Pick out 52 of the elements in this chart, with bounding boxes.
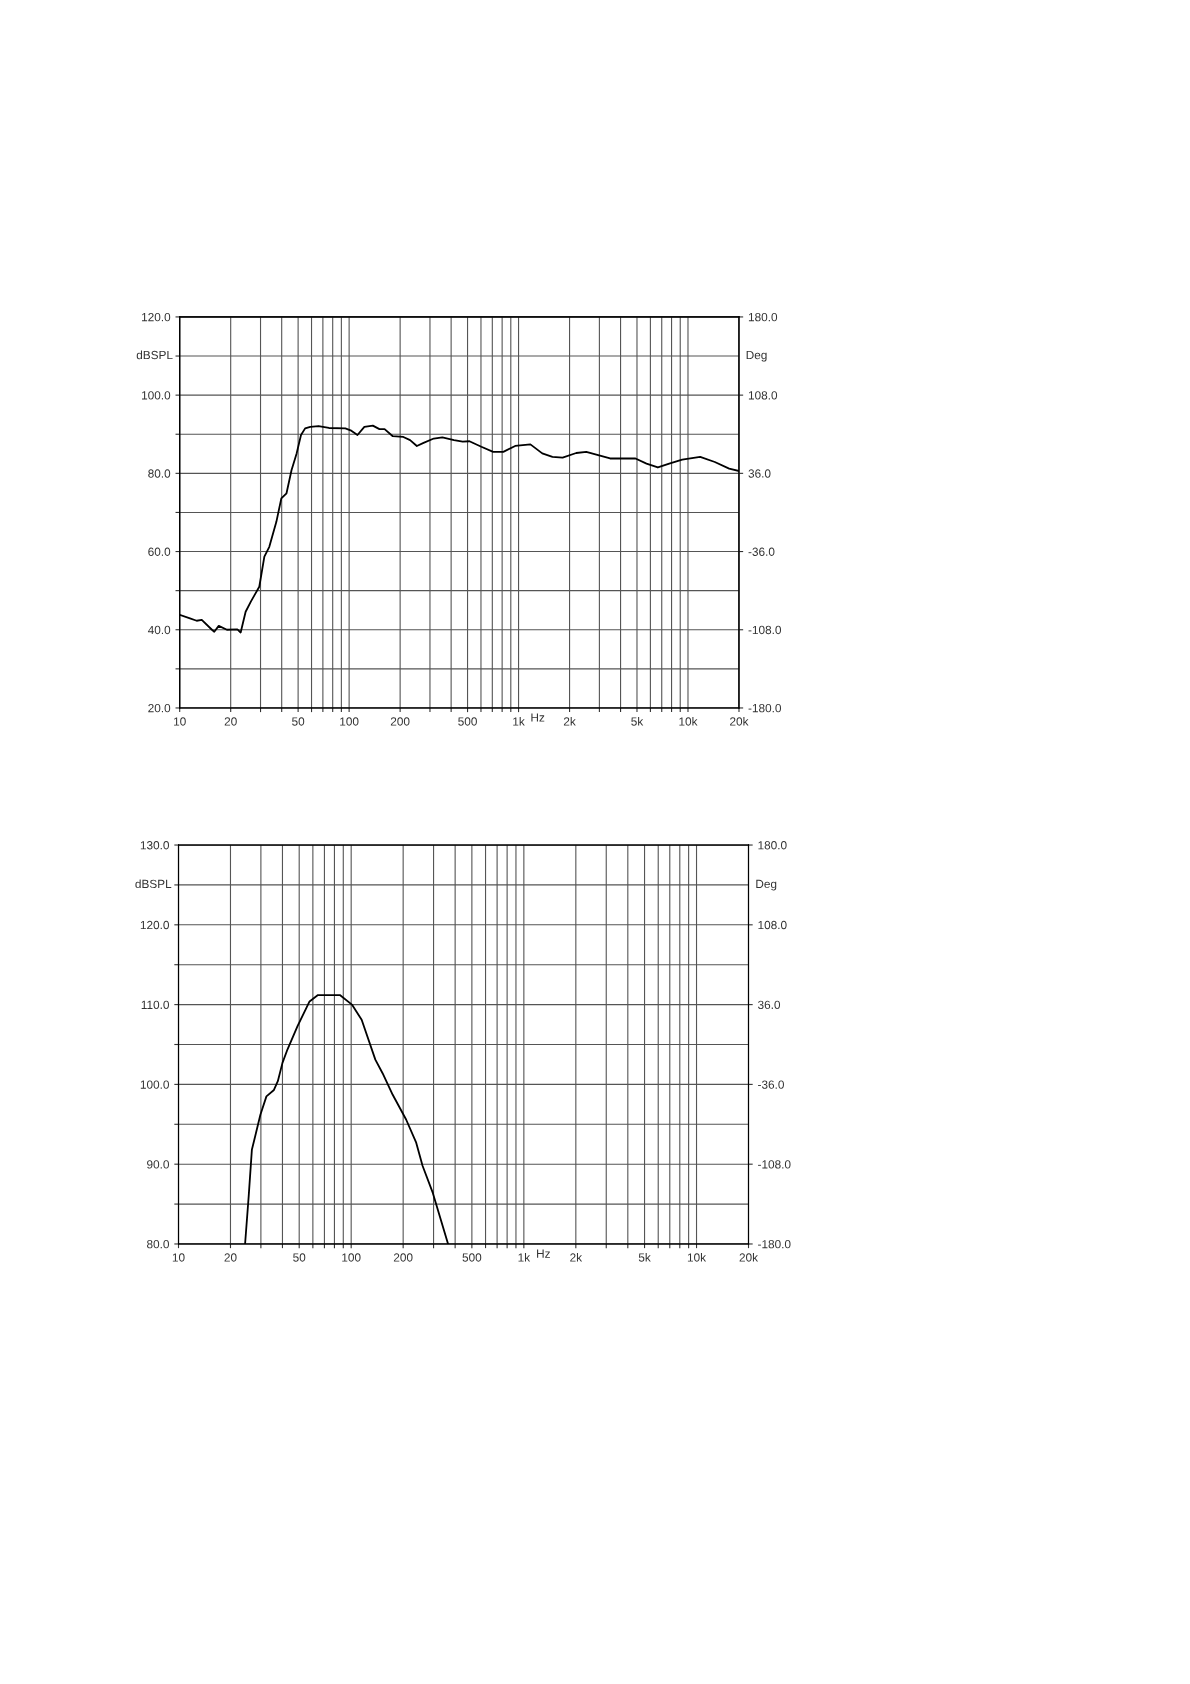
y-tick-label: 80.0 bbox=[148, 469, 171, 478]
x-tick-label: 5k bbox=[631, 716, 644, 726]
y2-axis-title: Deg bbox=[756, 879, 777, 891]
x-tick-label: 1k bbox=[518, 1253, 531, 1262]
x-tick-label: 10k bbox=[679, 716, 698, 726]
y-axis-title: dBSPL bbox=[135, 879, 172, 889]
x-tick-label: 1k bbox=[513, 716, 525, 726]
y-tick-label: 60.0 bbox=[148, 547, 171, 556]
x-tick-label: 10 bbox=[172, 1253, 185, 1262]
y2-tick-label: -108.0 bbox=[748, 625, 782, 635]
y-tick-label: 80.0 bbox=[147, 1240, 170, 1249]
y-tick-label: 100.0 bbox=[142, 391, 171, 400]
y-tick-label: 120.0 bbox=[142, 312, 171, 322]
y2-tick-label: 108.0 bbox=[748, 391, 778, 400]
x-tick-label: 20 bbox=[224, 1253, 237, 1262]
x-tick-label: 200 bbox=[393, 1253, 413, 1262]
x-tick-label: 200 bbox=[390, 717, 410, 726]
x-tick-label: 50 bbox=[293, 1253, 306, 1262]
y-axis-title: dBSPL bbox=[136, 350, 173, 360]
x-tick-label: 2k bbox=[570, 1253, 583, 1262]
y2-tick-label: -36.0 bbox=[758, 1080, 784, 1089]
y-tick-label: 120.0 bbox=[140, 920, 170, 930]
x-tick-label: 20k bbox=[730, 716, 749, 726]
y-tick-label: 20.0 bbox=[148, 703, 171, 713]
y2-tick-label: 180.0 bbox=[758, 841, 787, 850]
x-axis-title: Hz bbox=[531, 713, 545, 722]
y-tick-label: 130.0 bbox=[140, 841, 170, 850]
x-tick-label: 10 bbox=[174, 717, 186, 726]
y2-tick-label: 36.0 bbox=[748, 469, 771, 478]
x-tick-label: 2k bbox=[563, 716, 576, 726]
y2-tick-label: -180.0 bbox=[758, 1240, 791, 1249]
x-tick-label: 500 bbox=[458, 717, 477, 726]
y-tick-label: 90.0 bbox=[147, 1160, 170, 1169]
x-tick-label: 20k bbox=[739, 1253, 759, 1262]
x-axis-title: Hz bbox=[537, 1249, 550, 1258]
y2-tick-label: -108.0 bbox=[758, 1160, 791, 1169]
x-tick-label: 20 bbox=[224, 717, 237, 726]
y2-axis-title: Deg bbox=[746, 350, 767, 362]
y-tick-label: 100.0 bbox=[140, 1080, 170, 1089]
x-tick-label: 5k bbox=[638, 1253, 651, 1262]
y2-tick-label: 108.0 bbox=[758, 920, 787, 930]
x-tick-label: 10k bbox=[687, 1253, 707, 1262]
x-tick-label: 50 bbox=[292, 717, 305, 726]
y2-tick-label: 180.0 bbox=[748, 312, 778, 322]
x-tick-label: 100 bbox=[342, 1253, 361, 1262]
y2-tick-label: -180.0 bbox=[748, 703, 782, 713]
y-tick-label: 40.0 bbox=[147, 625, 171, 635]
y-tick-label: 110.0 bbox=[141, 1000, 170, 1009]
x-tick-label: 500 bbox=[462, 1253, 482, 1262]
y2-tick-label: -36.0 bbox=[748, 547, 775, 556]
y2-tick-label: 36.0 bbox=[757, 1000, 781, 1009]
x-tick-label: 100 bbox=[340, 717, 359, 726]
